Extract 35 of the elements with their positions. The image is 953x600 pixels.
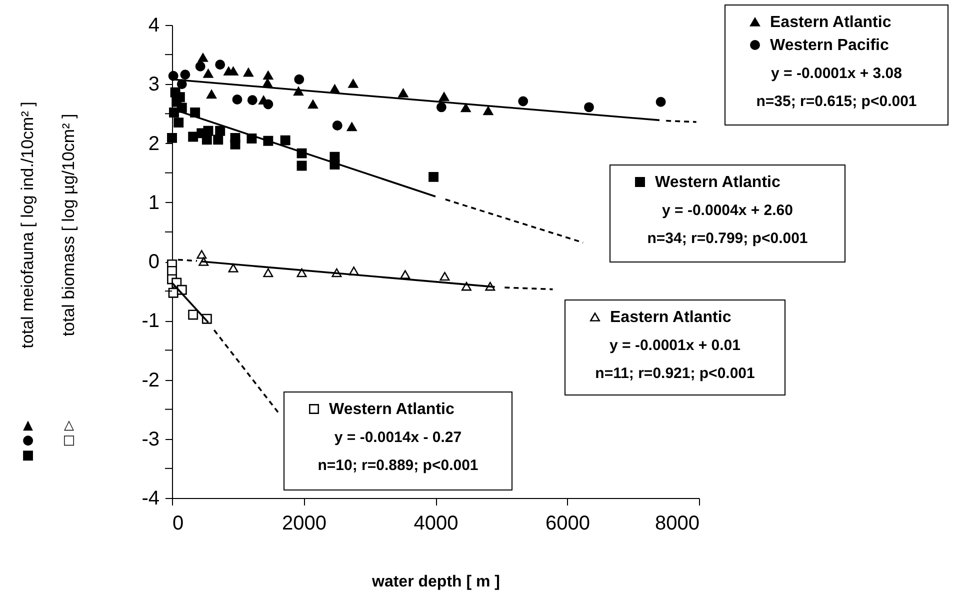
y-tick-label: -4 [142, 488, 160, 510]
annotation: n=10; r=0.889; p<0.001 [318, 457, 478, 474]
text: n=35; r=0.615; p<0.001 [756, 93, 917, 110]
x-tick-label: 2000 [282, 512, 326, 534]
x-tick-label: 8000 [655, 512, 700, 534]
y-tick-label: -3 [142, 428, 160, 450]
y-tick-label: 2 [148, 132, 160, 155]
y-tick-label: -1 [142, 310, 160, 332]
legend-label: Western Atlantic [655, 174, 780, 191]
legend-label: Western Pacific [770, 37, 889, 54]
annotation: y = -0.0001x + 0.01 [610, 337, 740, 354]
x-tick-label: 4000 [414, 512, 458, 534]
text: ■ [22, 448, 34, 463]
text: ● [22, 433, 34, 448]
annotation: n=11; r=0.921; p<0.001 [595, 365, 755, 382]
text: □ [62, 433, 76, 448]
y-tick-label: 1 [148, 192, 160, 214]
x-tick-label: 0 [172, 512, 184, 534]
y-tick-label: 0 [148, 251, 160, 273]
text: total meiofauna [ log ind./10cm² ] [18, 102, 37, 348]
annotation: y = -0.0004x + 2.60 [662, 202, 793, 219]
y-tick-label: -2 [142, 369, 160, 392]
text: △ [64, 418, 74, 433]
annotation: y = -0.0014x - 0.27 [334, 429, 462, 446]
legend-label: Eastern Atlantic [610, 309, 732, 326]
legend-label: Western Atlantic [329, 401, 454, 418]
text: total biomass [ log µg/10cm² ] [59, 114, 78, 336]
x-axis-title: water depth [ m ] [370, 574, 500, 590]
legend-label: Eastern Atlantic [770, 14, 892, 31]
y-tick-label: 4 [148, 14, 160, 36]
annotation: n=34; r=0.799; p<0.001 [647, 230, 808, 247]
x-tick-label: 6000 [546, 512, 590, 534]
text: y = -0.0001x + 3.08 [771, 65, 902, 82]
text: ▲ [23, 418, 33, 433]
y-tick-label: 3 [148, 74, 160, 96]
